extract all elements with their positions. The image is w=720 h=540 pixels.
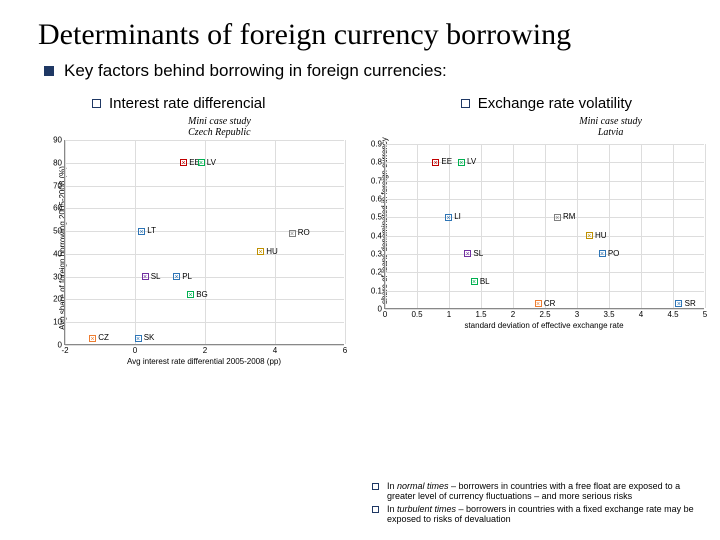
hollow-bullet-icon xyxy=(92,99,101,108)
data-point: × SL xyxy=(464,249,483,258)
footnote-2: In turbulent times – borrowers in countr… xyxy=(387,504,702,524)
ytick-label: 0.5 xyxy=(371,213,385,222)
ytick-label: 0.3 xyxy=(371,250,385,259)
data-point: × SL xyxy=(142,272,161,281)
hollow-bullet-icon xyxy=(461,99,470,108)
ytick-label: 0.2 xyxy=(371,268,385,277)
xtick-label: 1.5 xyxy=(475,308,486,319)
data-point: × BG xyxy=(187,290,208,299)
data-point: × LI xyxy=(445,212,461,221)
sub-bullet-left-text: Interest rate differencial xyxy=(109,95,265,112)
xtick-label: 6 xyxy=(343,344,347,355)
data-point: × LV xyxy=(458,157,476,166)
ytick-label: 0.4 xyxy=(371,231,385,240)
main-bullet-row: Key factors behind borrowing in foreign … xyxy=(44,61,692,81)
ytick-label: 0.7 xyxy=(371,176,385,185)
ytick-label: 80 xyxy=(53,158,65,167)
sub-bullet-right: Exchange rate volatility xyxy=(461,95,632,112)
chart-left: 0102030405060708090-20246× EE× LV× LT× R… xyxy=(64,140,344,345)
xtick-label: 1 xyxy=(447,308,451,319)
data-point: × HU xyxy=(586,231,607,240)
chart-right: 00.10.20.30.40.50.60.70.80.900.511.522.5… xyxy=(384,144,704,309)
xtick-label: -2 xyxy=(61,344,68,355)
main-bullet-text: Key factors behind borrowing in foreign … xyxy=(64,61,447,81)
data-point: × CR xyxy=(535,299,556,308)
data-point: × LV xyxy=(198,158,216,167)
ytick-label: 0.6 xyxy=(371,195,385,204)
ytick-label: 30 xyxy=(53,272,65,281)
data-point: × SR xyxy=(675,299,695,308)
data-point: × HU xyxy=(257,247,278,256)
xtick-label: 3.5 xyxy=(603,308,614,319)
page-title: Determinants of foreign currency borrowi… xyxy=(38,18,692,51)
ytick-label: 40 xyxy=(53,249,65,258)
hollow-bullet-icon xyxy=(372,506,379,513)
data-point: × BL xyxy=(471,277,490,286)
data-point: × RO xyxy=(289,228,310,237)
xtick-label: 0 xyxy=(133,344,137,355)
sub-bullet-right-text: Exchange rate volatility xyxy=(478,95,632,112)
bullet-icon xyxy=(44,66,54,76)
chart-left-xlabel: Avg interest rate differential 2005-2008… xyxy=(64,357,344,366)
ytick-label: 0.9 xyxy=(371,140,385,149)
ytick-label: 0.1 xyxy=(371,286,385,295)
xtick-label: 4.5 xyxy=(667,308,678,319)
mini-case-right: Mini case studyLatvia xyxy=(579,116,642,138)
data-point: × PO xyxy=(599,249,620,258)
data-point: × EE xyxy=(432,157,452,166)
mini-case-left: Mini case studyCzech Republic xyxy=(188,116,251,138)
xtick-label: 3 xyxy=(575,308,579,319)
footnote-1: In normal times – borrowers in countries… xyxy=(387,481,702,501)
chart-right-xlabel: standard deviation of effective exchange… xyxy=(384,321,704,330)
xtick-label: 4 xyxy=(639,308,643,319)
xtick-label: 5 xyxy=(703,308,707,319)
ytick-label: 90 xyxy=(53,136,65,145)
xtick-label: 2.5 xyxy=(539,308,550,319)
data-point: × LT xyxy=(138,226,156,235)
ytick-label: 60 xyxy=(53,204,65,213)
ytick-label: 20 xyxy=(53,295,65,304)
data-point: × SK xyxy=(135,333,155,342)
ytick-label: 10 xyxy=(53,318,65,327)
xtick-label: 0 xyxy=(383,308,387,319)
ytick-label: 50 xyxy=(53,227,65,236)
xtick-label: 2 xyxy=(203,344,207,355)
footnotes: In normal times – borrowers in countries… xyxy=(372,478,702,524)
ytick-label: 70 xyxy=(53,181,65,190)
sub-bullet-left: Interest rate differencial xyxy=(92,95,265,112)
xtick-label: 0.5 xyxy=(411,308,422,319)
ytick-label: 0.8 xyxy=(371,158,385,167)
hollow-bullet-icon xyxy=(372,483,379,490)
data-point: × PL xyxy=(173,272,192,281)
data-point: × RM xyxy=(554,212,576,221)
xtick-label: 4 xyxy=(273,344,277,355)
data-point: × CZ xyxy=(89,333,109,342)
xtick-label: 2 xyxy=(511,308,515,319)
